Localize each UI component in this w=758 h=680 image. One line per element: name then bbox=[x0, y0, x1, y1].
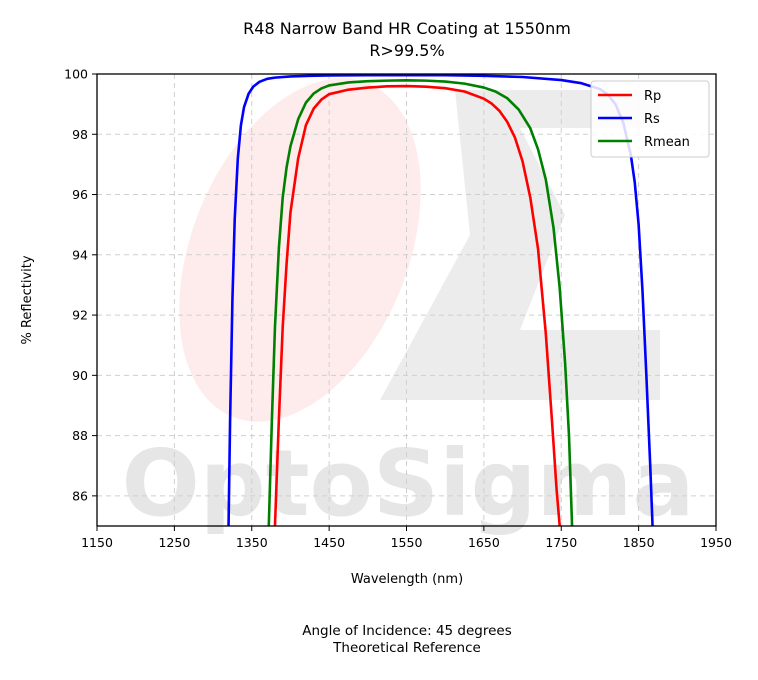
legend-box bbox=[590, 80, 710, 158]
watermark-ellipse bbox=[179, 78, 421, 422]
series-line-rp bbox=[273, 84, 561, 526]
x-tick-label: 1650 bbox=[468, 535, 500, 550]
legend-label-rs: Rs bbox=[644, 112, 660, 127]
x-tick-label: 1450 bbox=[313, 535, 345, 550]
y-tick-label: 96 bbox=[72, 187, 88, 202]
legend-label-rmean: Rmean bbox=[644, 135, 690, 150]
y-tick-label: 90 bbox=[72, 368, 88, 383]
y-axis-ticks: 86 88 90 92 94 96 98 100 bbox=[64, 67, 97, 503]
legend-label-rp: Rp bbox=[644, 89, 661, 104]
x-tick-label: 1750 bbox=[545, 535, 577, 550]
series-line-rmean bbox=[267, 79, 574, 526]
y-tick-label: 86 bbox=[72, 488, 88, 503]
y-tick-label: 92 bbox=[72, 308, 88, 323]
x-tick-label: 1250 bbox=[158, 535, 190, 550]
watermark-logo: OptoSigma bbox=[122, 78, 695, 537]
x-tick-label: 1850 bbox=[623, 535, 655, 550]
y-tick-label: 100 bbox=[64, 67, 88, 82]
y-tick-label: 98 bbox=[72, 127, 88, 142]
chart-subtitle: R>99.5% bbox=[369, 41, 444, 60]
y-tick-label: 88 bbox=[72, 428, 88, 443]
x-tick-label: 1550 bbox=[391, 535, 423, 550]
series-group bbox=[227, 74, 654, 526]
watermark-text: OptoSigma bbox=[122, 430, 695, 537]
x-tick-label: 1950 bbox=[700, 535, 732, 550]
series-line-rs bbox=[227, 74, 654, 526]
grid-lines bbox=[97, 74, 716, 526]
y-tick-label: 94 bbox=[72, 247, 88, 262]
footer-reference-note: Theoretical Reference bbox=[332, 640, 481, 656]
x-tick-label: 1350 bbox=[236, 535, 268, 550]
x-axis-label: Wavelength (nm) bbox=[351, 572, 463, 587]
footer-angle-note: Angle of Incidence: 45 degrees bbox=[302, 623, 512, 639]
legend: Rp Rs Rmean bbox=[590, 80, 710, 158]
watermark-sigma-shape bbox=[380, 90, 660, 400]
x-tick-label: 1150 bbox=[81, 535, 113, 550]
y-axis-label: % Reflectivity bbox=[20, 255, 35, 344]
x-axis-ticks: 1150 1250 1350 1450 1550 1650 1750 1850 1950 bbox=[81, 526, 732, 550]
chart-title: R48 Narrow Band HR Coating at 1550nm bbox=[243, 19, 571, 38]
